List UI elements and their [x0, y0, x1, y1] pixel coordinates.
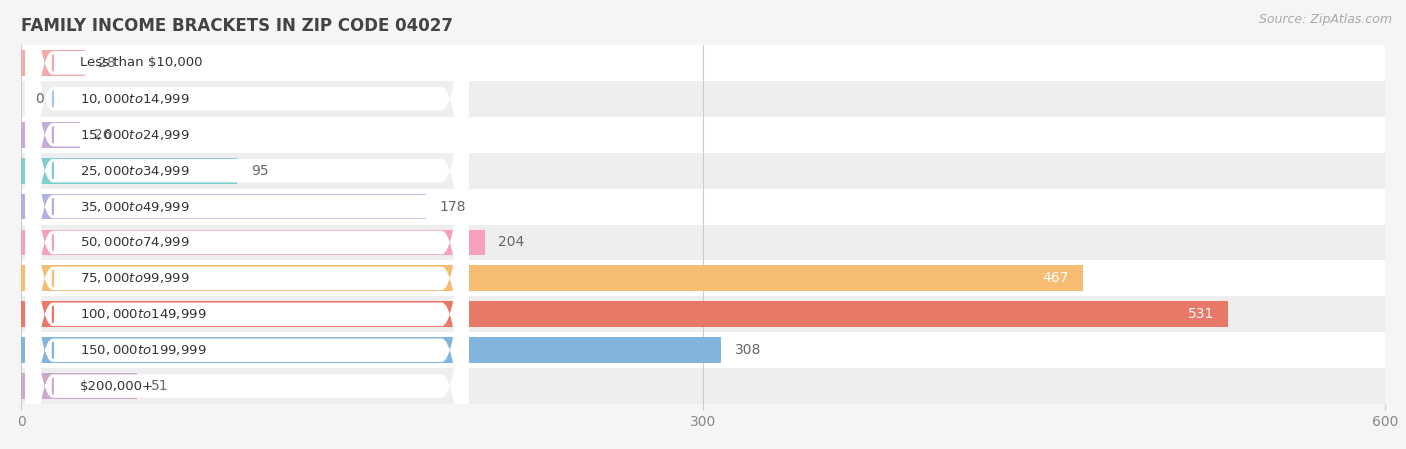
FancyBboxPatch shape	[25, 0, 468, 449]
Bar	[21, 368, 1385, 404]
Bar	[21, 332, 1385, 368]
FancyBboxPatch shape	[25, 0, 468, 449]
FancyBboxPatch shape	[25, 0, 468, 449]
Bar	[21, 296, 1385, 332]
FancyBboxPatch shape	[25, 0, 468, 449]
FancyBboxPatch shape	[25, 0, 468, 449]
Bar	[21, 373, 136, 399]
Text: $10,000 to $14,999: $10,000 to $14,999	[80, 92, 190, 106]
Text: Source: ZipAtlas.com: Source: ZipAtlas.com	[1258, 13, 1392, 26]
Text: $75,000 to $99,999: $75,000 to $99,999	[80, 271, 190, 286]
Bar	[21, 153, 1385, 189]
FancyBboxPatch shape	[25, 0, 468, 449]
Text: $25,000 to $34,999: $25,000 to $34,999	[80, 163, 190, 178]
Text: $15,000 to $24,999: $15,000 to $24,999	[80, 128, 190, 142]
Text: 531: 531	[1188, 307, 1215, 321]
FancyBboxPatch shape	[25, 0, 468, 449]
Bar	[21, 229, 485, 255]
Text: $35,000 to $49,999: $35,000 to $49,999	[80, 199, 190, 214]
Text: 467: 467	[1043, 271, 1069, 286]
Text: 51: 51	[150, 379, 169, 393]
Bar	[21, 45, 1385, 81]
Bar	[21, 260, 1385, 296]
Text: 204: 204	[499, 235, 524, 250]
Bar	[21, 50, 84, 76]
Bar	[21, 337, 721, 363]
Text: $200,000+: $200,000+	[80, 380, 155, 392]
Text: 95: 95	[250, 163, 269, 178]
Bar	[21, 194, 426, 220]
Text: Less than $10,000: Less than $10,000	[80, 57, 202, 69]
Bar	[21, 122, 80, 148]
Text: 28: 28	[98, 56, 117, 70]
Text: FAMILY INCOME BRACKETS IN ZIP CODE 04027: FAMILY INCOME BRACKETS IN ZIP CODE 04027	[21, 17, 453, 35]
Bar	[21, 224, 1385, 260]
Text: $50,000 to $74,999: $50,000 to $74,999	[80, 235, 190, 250]
Bar	[21, 265, 1083, 291]
Text: $100,000 to $149,999: $100,000 to $149,999	[80, 307, 207, 321]
FancyBboxPatch shape	[25, 0, 468, 449]
Bar	[21, 81, 1385, 117]
Bar	[21, 189, 1385, 224]
Bar	[21, 158, 238, 184]
Text: $150,000 to $199,999: $150,000 to $199,999	[80, 343, 207, 357]
Bar	[21, 301, 1227, 327]
Text: 308: 308	[735, 343, 761, 357]
Text: 178: 178	[439, 199, 465, 214]
FancyBboxPatch shape	[25, 0, 468, 449]
Bar	[21, 117, 1385, 153]
FancyBboxPatch shape	[25, 0, 468, 449]
Text: 0: 0	[35, 92, 44, 106]
Text: 26: 26	[94, 128, 111, 142]
